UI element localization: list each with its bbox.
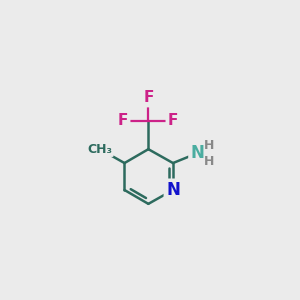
Text: H: H [204,139,214,152]
Text: F: F [143,90,154,105]
Text: F: F [118,113,128,128]
Text: H: H [204,155,214,168]
Text: F: F [168,113,178,128]
Text: N: N [191,144,205,162]
Text: N: N [166,181,180,199]
Text: CH₃: CH₃ [87,143,112,156]
